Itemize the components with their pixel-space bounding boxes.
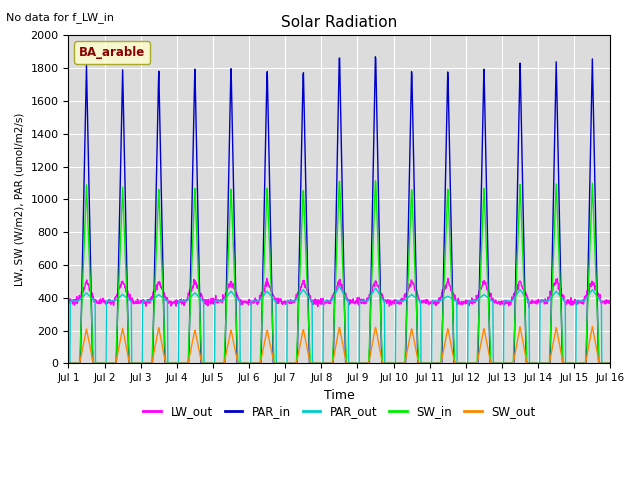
LW_out xyxy=(607,297,614,302)
Line: PAR_out: PAR_out xyxy=(68,287,611,363)
Line: PAR_in: PAR_in xyxy=(68,57,611,363)
Line: SW_in: SW_in xyxy=(68,181,611,363)
Y-axis label: LW, SW (W/m2), PAR (umol/m2/s): LW, SW (W/m2), PAR (umol/m2/s) xyxy=(15,113,25,286)
SW_in xyxy=(65,360,72,366)
SW_out xyxy=(172,360,180,366)
PAR_in xyxy=(424,360,431,366)
X-axis label: Time: Time xyxy=(324,389,355,402)
PAR_out xyxy=(495,360,502,366)
LW_out xyxy=(495,299,502,305)
LW_out xyxy=(424,298,431,303)
SW_out xyxy=(246,360,253,366)
LW_out xyxy=(246,298,253,304)
Line: SW_out: SW_out xyxy=(68,326,611,363)
Text: No data for f_LW_in: No data for f_LW_in xyxy=(6,12,115,23)
SW_out xyxy=(424,360,431,366)
SW_in xyxy=(372,178,380,184)
LW_out xyxy=(185,292,193,298)
PAR_in xyxy=(495,360,502,366)
Title: Solar Radiation: Solar Radiation xyxy=(282,15,397,30)
PAR_in xyxy=(543,360,550,366)
PAR_in xyxy=(172,360,180,366)
PAR_in xyxy=(65,360,72,366)
PAR_out xyxy=(336,284,344,289)
PAR_out xyxy=(172,360,180,366)
SW_out xyxy=(494,360,502,366)
PAR_in xyxy=(607,360,614,366)
PAR_in xyxy=(372,54,380,60)
LW_out xyxy=(444,276,452,281)
PAR_out xyxy=(607,360,614,366)
LW_out xyxy=(65,300,72,305)
Line: LW_out: LW_out xyxy=(68,278,611,307)
PAR_out xyxy=(185,296,193,302)
PAR_out xyxy=(246,360,253,366)
LW_out xyxy=(172,301,180,307)
LW_out xyxy=(543,298,550,303)
Legend: LW_out, PAR_in, PAR_out, SW_in, SW_out: LW_out, PAR_in, PAR_out, SW_in, SW_out xyxy=(139,401,540,423)
PAR_in xyxy=(185,350,193,356)
SW_in xyxy=(185,336,193,342)
LW_out xyxy=(525,304,533,310)
PAR_in xyxy=(246,360,253,366)
SW_in xyxy=(495,360,502,366)
SW_in xyxy=(172,360,180,366)
SW_in xyxy=(607,360,614,366)
SW_out xyxy=(589,324,596,329)
SW_out xyxy=(65,360,72,366)
PAR_out xyxy=(424,360,431,366)
SW_out xyxy=(185,356,193,362)
PAR_out xyxy=(65,360,72,366)
SW_out xyxy=(607,360,614,366)
SW_in xyxy=(543,360,550,366)
PAR_out xyxy=(543,298,550,304)
SW_out xyxy=(542,360,550,366)
SW_in xyxy=(246,360,253,366)
SW_in xyxy=(424,360,431,366)
